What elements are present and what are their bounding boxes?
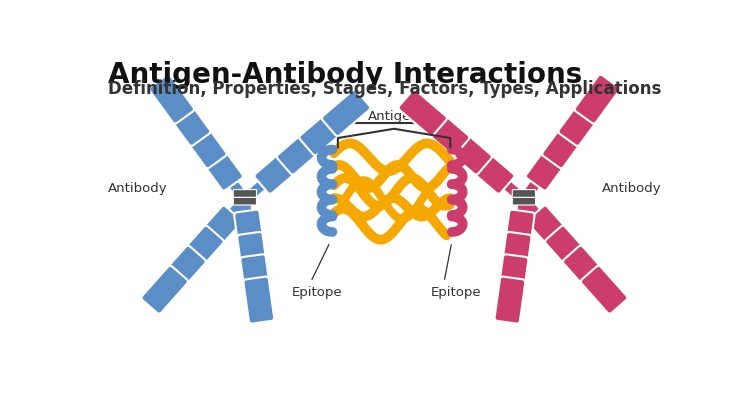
FancyBboxPatch shape [233,197,256,205]
FancyBboxPatch shape [512,189,535,197]
FancyBboxPatch shape [159,246,206,294]
FancyBboxPatch shape [421,109,470,155]
FancyBboxPatch shape [443,129,492,174]
Text: Antigen: Antigen [368,110,420,123]
FancyBboxPatch shape [545,226,592,274]
Text: Antibody: Antibody [108,182,167,195]
FancyBboxPatch shape [234,209,265,257]
FancyBboxPatch shape [574,75,620,124]
FancyBboxPatch shape [542,119,587,168]
Text: Epitope: Epitope [430,286,482,299]
FancyBboxPatch shape [233,189,256,197]
FancyBboxPatch shape [504,209,535,257]
FancyBboxPatch shape [166,97,211,146]
FancyBboxPatch shape [466,148,514,194]
FancyBboxPatch shape [141,266,188,314]
Text: Antibody: Antibody [602,182,661,195]
FancyBboxPatch shape [254,148,303,194]
Text: Antigen-Antibody Interactions: Antigen-Antibody Interactions [108,61,582,89]
FancyBboxPatch shape [526,141,571,191]
FancyBboxPatch shape [558,97,603,146]
FancyBboxPatch shape [149,75,194,124]
FancyBboxPatch shape [498,254,529,301]
Text: Definition, Properties, Stages, Factors, Types, Applications: Definition, Properties, Stages, Factors,… [108,80,661,98]
FancyBboxPatch shape [527,206,574,254]
FancyBboxPatch shape [244,277,274,323]
FancyBboxPatch shape [277,129,326,174]
FancyBboxPatch shape [512,197,535,205]
FancyBboxPatch shape [580,266,628,314]
FancyBboxPatch shape [501,232,532,279]
FancyBboxPatch shape [322,90,370,136]
Text: Epitope: Epitope [291,286,342,299]
FancyBboxPatch shape [299,109,348,155]
FancyBboxPatch shape [494,277,525,323]
FancyBboxPatch shape [195,206,242,254]
FancyBboxPatch shape [240,254,271,301]
FancyBboxPatch shape [177,226,224,274]
FancyBboxPatch shape [182,119,226,168]
FancyBboxPatch shape [398,90,447,136]
FancyBboxPatch shape [198,141,243,191]
FancyBboxPatch shape [237,232,268,279]
FancyBboxPatch shape [563,246,610,294]
